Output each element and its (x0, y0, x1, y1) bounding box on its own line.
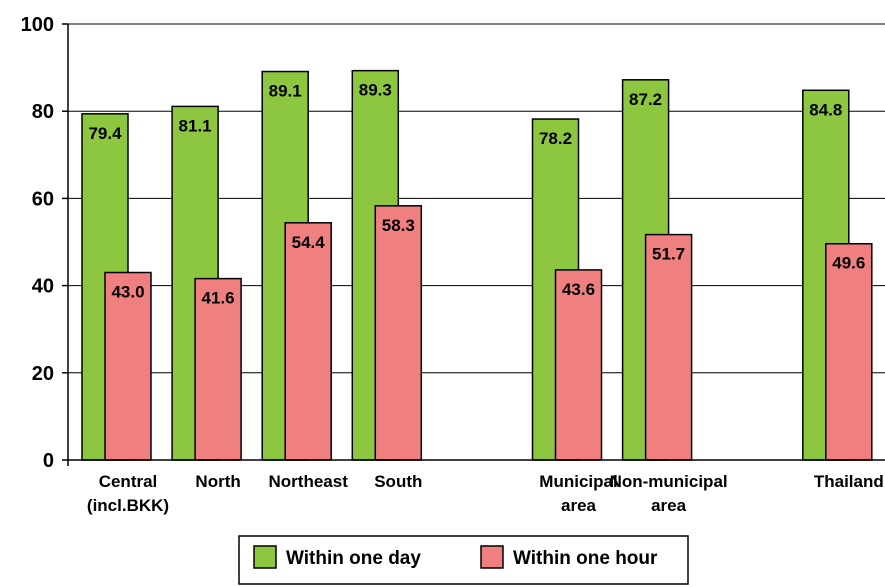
bar-within-one-hour (554, 269, 603, 461)
y-tick-label: 0 (43, 450, 54, 472)
data-label-within-one-day: 89.3 (359, 81, 392, 100)
x-category-label: Central (99, 472, 158, 491)
x-category-label: Thailand (814, 472, 884, 491)
legend-label-within-one-hour: Within one hour (513, 548, 658, 569)
data-label-within-one-hour: 43.0 (111, 283, 144, 302)
y-tick-label: 100 (21, 14, 54, 36)
y-tick-label: 20 (32, 363, 54, 385)
data-label-within-one-day: 81.1 (179, 116, 212, 135)
bar-within-one-hour (284, 222, 332, 461)
data-label-within-one-hour: 49.6 (832, 254, 865, 273)
data-label-within-one-day: 84.8 (809, 100, 842, 119)
data-label-within-one-hour: 54.4 (292, 233, 326, 252)
legend-swatch-within-one-day (253, 545, 277, 569)
x-category-label: Non-municipal (610, 472, 728, 491)
y-axis: 0 20 40 60 80 100 (21, 14, 69, 472)
x-category-label: South (374, 472, 422, 491)
data-label-within-one-day: 89.1 (269, 82, 302, 101)
bars (81, 69, 873, 461)
bar-within-one-hour (104, 271, 152, 461)
data-label-within-one-day: 78.2 (539, 129, 572, 148)
x-category-label: Northeast (269, 472, 349, 491)
data-label-within-one-hour: 51.7 (652, 245, 685, 264)
x-category-label: North (195, 472, 240, 491)
data-label-within-one-day: 79.4 (88, 124, 122, 143)
data-label-within-one-day: 87.2 (629, 90, 662, 109)
y-tick-label: 40 (32, 276, 54, 298)
data-label-within-one-hour: 58.3 (382, 216, 415, 235)
x-category-label: Municipal (539, 472, 617, 491)
bar-within-one-hour (374, 205, 423, 461)
data-label-within-one-hour: 41.6 (202, 289, 235, 308)
x-axis: Central (incl.BKK) North Northeast South Muni… (68, 459, 885, 515)
legend-label-within-one-day: Within one day (286, 548, 421, 569)
bar-within-one-hour (825, 242, 873, 461)
data-labels: 79.4 43.0 81.1 41.6 89.1 54.4 89.3 58.3 78.2 43.6… (88, 81, 865, 308)
legend-frame (238, 535, 689, 585)
bar-within-one-hour (644, 233, 693, 461)
bar-within-one-hour (194, 277, 242, 461)
y-tick-label: 80 (32, 101, 54, 123)
x-category-label: area (651, 496, 687, 515)
y-tick-label: 60 (32, 188, 54, 210)
x-category-label: (incl.BKK) (87, 496, 169, 515)
x-category-label: area (561, 496, 597, 515)
legend: Within one day Within one hour (238, 535, 689, 585)
legend-swatch-within-one-hour (480, 545, 504, 569)
data-label-within-one-hour: 43.6 (562, 280, 595, 299)
